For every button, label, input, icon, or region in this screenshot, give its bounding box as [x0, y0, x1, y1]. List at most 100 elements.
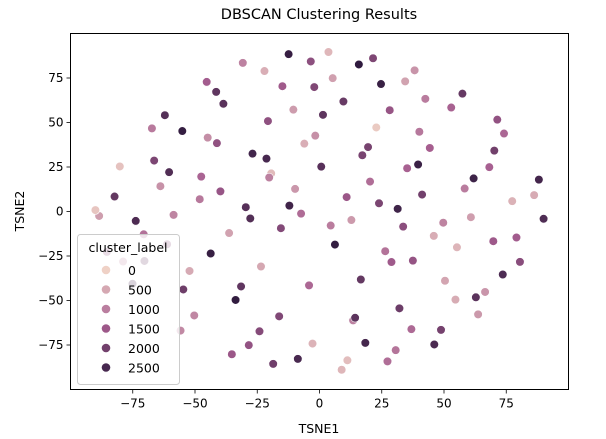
data-point: [218, 99, 228, 109]
data-point: [323, 47, 334, 57]
data-point: [245, 213, 255, 224]
data-point: [460, 183, 470, 194]
data-point: [394, 303, 405, 313]
x-tick-label: −75: [120, 397, 145, 411]
data-point: [307, 338, 318, 349]
y-tick-label: −50: [38, 294, 63, 308]
data-point: [492, 115, 502, 125]
y-tick-label: 0: [56, 205, 64, 219]
data-point: [402, 163, 412, 173]
data-point: [391, 345, 401, 355]
data-point: [385, 105, 395, 115]
data-point: [306, 56, 316, 67]
data-point: [386, 257, 397, 267]
y-tick-label: −75: [38, 338, 63, 352]
y-tick-label: 25: [48, 160, 63, 174]
data-point: [203, 133, 213, 143]
data-point: [429, 231, 439, 241]
data-point: [212, 138, 222, 148]
data-point: [195, 194, 205, 204]
x-tick-label: 25: [374, 397, 389, 411]
chart-title: DBSCAN Clustering Results: [221, 7, 417, 23]
data-point: [398, 222, 408, 232]
data-point: [115, 161, 125, 172]
data-point: [360, 338, 370, 348]
data-point: [149, 155, 159, 166]
data-point: [466, 212, 476, 222]
data-point: [211, 87, 221, 97]
data-point: [206, 248, 216, 259]
data-point: [236, 281, 246, 292]
x-tick-label: 50: [436, 397, 451, 411]
data-point: [452, 242, 462, 252]
data-point: [429, 339, 439, 350]
x-tick-label: −50: [182, 397, 207, 411]
data-point: [498, 269, 508, 280]
data-point: [515, 257, 525, 267]
data-point: [425, 143, 435, 153]
data-point: [293, 354, 303, 364]
y-axis-ticks: −75 −50 −25 0 25 50 75: [38, 71, 71, 352]
data-point: [354, 59, 364, 70]
data-point: [310, 131, 320, 141]
data-point: [261, 154, 272, 164]
data-point: [374, 198, 384, 208]
legend-label: 1000: [128, 302, 160, 317]
data-point: [406, 324, 416, 334]
data-point: [304, 280, 314, 290]
data-point: [393, 204, 403, 214]
legend-label: 500: [128, 283, 152, 298]
data-point: [316, 162, 326, 172]
data-point: [264, 172, 274, 183]
legend-marker: [101, 343, 111, 353]
data-point: [168, 210, 179, 220]
data-point: [450, 295, 461, 305]
data-point: [357, 150, 367, 160]
data-point: [326, 220, 336, 231]
data-point: [202, 77, 212, 87]
legend-label: 2500: [128, 361, 160, 376]
data-point: [489, 146, 499, 156]
data-point: [446, 102, 456, 113]
data-point: [342, 192, 352, 202]
data-point: [480, 287, 490, 297]
data-point: [534, 175, 544, 185]
data-point: [342, 355, 352, 365]
data-point: [507, 196, 517, 206]
data-point: [178, 284, 188, 295]
data-point: [410, 65, 420, 75]
data-point: [227, 349, 237, 359]
data-point: [184, 266, 195, 276]
data-point: [337, 365, 347, 375]
data-point: [346, 215, 356, 225]
data-point: [263, 116, 273, 126]
x-tick-label: −25: [245, 397, 270, 411]
data-point: [274, 311, 284, 321]
y-tick-label: 50: [48, 116, 63, 130]
data-point: [488, 236, 498, 246]
data-point: [215, 186, 225, 196]
data-point: [284, 201, 294, 211]
data-point: [414, 127, 424, 137]
data-point: [363, 142, 373, 152]
data-point: [511, 232, 522, 243]
x-axis-ticks: −75 −50 −25 0 25 50 75: [120, 389, 514, 411]
data-point: [538, 214, 549, 224]
legend-title: cluster_label: [89, 240, 168, 255]
data-point: [420, 94, 430, 104]
data-point: [417, 189, 427, 200]
data-point: [147, 123, 157, 133]
data-point: [230, 295, 241, 305]
data-point: [436, 325, 446, 335]
data-point: [499, 128, 509, 139]
y-tick-label: 75: [48, 71, 63, 85]
data-point: [368, 53, 378, 63]
x-tick-label: 0: [316, 397, 324, 411]
data-point: [473, 309, 483, 319]
data-point: [244, 340, 254, 350]
data-point: [238, 58, 248, 68]
legend-marker: [101, 362, 111, 373]
data-point: [371, 122, 381, 133]
data-point: [241, 202, 251, 212]
